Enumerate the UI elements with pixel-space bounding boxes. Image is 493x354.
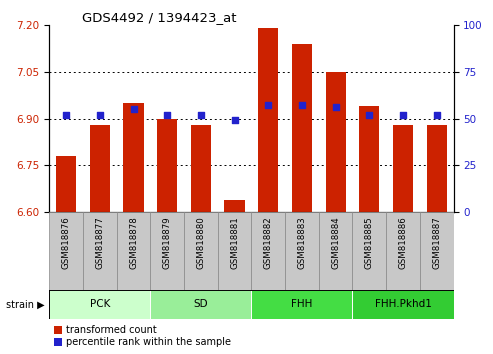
Bar bbox=[150, 212, 184, 290]
Bar bbox=[157, 119, 177, 212]
Bar bbox=[251, 290, 352, 319]
Bar bbox=[386, 212, 420, 290]
Point bbox=[264, 103, 272, 108]
Point bbox=[197, 112, 205, 118]
Bar bbox=[218, 212, 251, 290]
Bar bbox=[325, 72, 346, 212]
Bar bbox=[191, 125, 211, 212]
Text: GSM818883: GSM818883 bbox=[297, 216, 307, 269]
Text: FHH.Pkhd1: FHH.Pkhd1 bbox=[375, 299, 431, 309]
Text: SD: SD bbox=[194, 299, 208, 309]
Bar bbox=[352, 290, 454, 319]
Text: strain ▶: strain ▶ bbox=[6, 299, 44, 309]
Legend: transformed count, percentile rank within the sample: transformed count, percentile rank withi… bbox=[54, 325, 231, 347]
Bar bbox=[90, 125, 110, 212]
Text: GSM818887: GSM818887 bbox=[432, 216, 441, 269]
Text: GSM818876: GSM818876 bbox=[62, 216, 70, 269]
Bar bbox=[49, 212, 83, 290]
Bar bbox=[224, 200, 245, 212]
Bar bbox=[117, 212, 150, 290]
Bar bbox=[319, 212, 352, 290]
Bar bbox=[285, 212, 319, 290]
Text: GDS4492 / 1394423_at: GDS4492 / 1394423_at bbox=[82, 11, 236, 24]
Point bbox=[96, 112, 104, 118]
Bar bbox=[420, 212, 454, 290]
Text: GSM818881: GSM818881 bbox=[230, 216, 239, 269]
Bar bbox=[184, 212, 218, 290]
Bar bbox=[352, 212, 386, 290]
Point bbox=[62, 112, 70, 118]
Text: GSM818885: GSM818885 bbox=[365, 216, 374, 269]
Point bbox=[163, 112, 171, 118]
Point bbox=[231, 118, 239, 123]
Bar bbox=[292, 44, 312, 212]
Text: GSM818878: GSM818878 bbox=[129, 216, 138, 269]
Text: GSM818880: GSM818880 bbox=[196, 216, 206, 269]
Bar bbox=[426, 125, 447, 212]
Bar bbox=[56, 156, 76, 212]
Point bbox=[332, 104, 340, 110]
Point bbox=[433, 112, 441, 118]
Bar bbox=[123, 103, 143, 212]
Bar bbox=[251, 212, 285, 290]
Text: GSM818879: GSM818879 bbox=[163, 216, 172, 269]
Bar bbox=[393, 125, 413, 212]
Text: GSM818877: GSM818877 bbox=[95, 216, 105, 269]
Point bbox=[298, 103, 306, 108]
Bar bbox=[150, 290, 251, 319]
Point bbox=[399, 112, 407, 118]
Text: PCK: PCK bbox=[90, 299, 110, 309]
Text: GSM818886: GSM818886 bbox=[398, 216, 408, 269]
Text: FHH: FHH bbox=[291, 299, 313, 309]
Point bbox=[130, 106, 138, 112]
Text: GSM818882: GSM818882 bbox=[264, 216, 273, 269]
Bar bbox=[359, 106, 380, 212]
Point bbox=[365, 112, 373, 118]
Bar bbox=[258, 28, 279, 212]
Bar bbox=[83, 212, 117, 290]
Text: GSM818884: GSM818884 bbox=[331, 216, 340, 269]
Bar bbox=[49, 290, 150, 319]
